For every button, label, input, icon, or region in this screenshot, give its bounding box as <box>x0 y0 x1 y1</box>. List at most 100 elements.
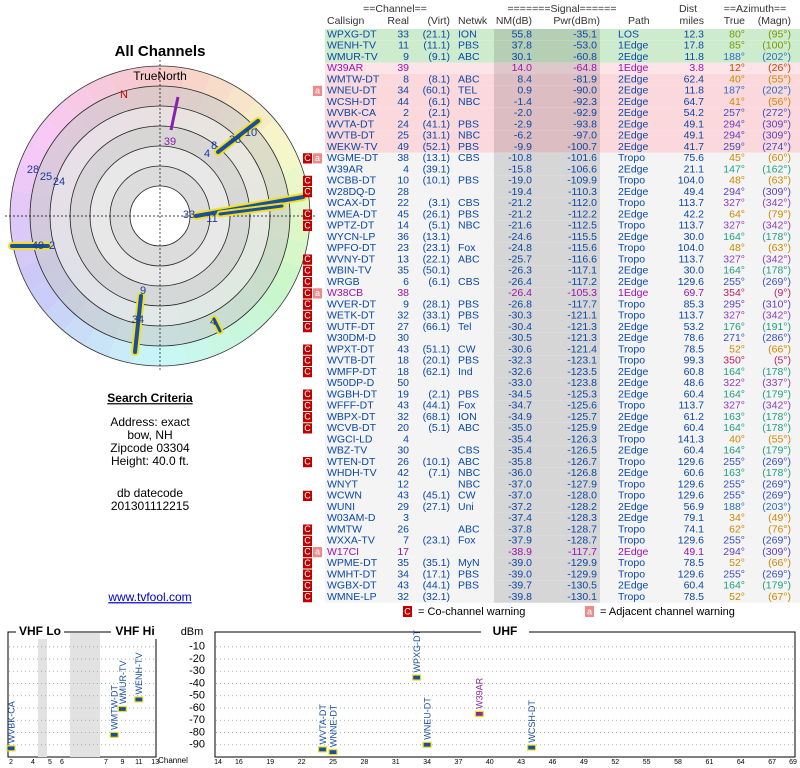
table-cell: -112.2 <box>568 208 597 220</box>
warning-flag: C <box>304 299 311 309</box>
table-cell: CBS <box>458 152 480 164</box>
table-cell: 25 <box>397 130 409 142</box>
signal-column-shade <box>494 175 600 187</box>
row-background <box>325 400 800 412</box>
table-cell: (10.1) <box>423 175 450 187</box>
table-cell: -129.9 <box>567 568 597 580</box>
table-cell: -15.8 <box>508 163 532 175</box>
y-tick-label: -80 <box>189 726 205 738</box>
table-cell: 4 <box>403 163 409 175</box>
y-axis-label: dBm <box>181 626 204 638</box>
y-tick-label: -30 <box>189 665 205 677</box>
table-cell: Tropo <box>618 310 645 322</box>
table-cell: -30.4 <box>508 321 532 333</box>
table-cell: WXXA-TV <box>327 535 375 547</box>
table-cell: WVTA-DT <box>327 118 375 130</box>
table-cell: 255° <box>723 478 745 490</box>
table-cell: W03AM-D <box>327 512 376 524</box>
table-cell: -9.9 <box>514 141 532 153</box>
table-cell: 30.0 <box>684 265 705 277</box>
table-cell: Fox <box>458 242 476 254</box>
table-cell: 34 <box>397 568 409 580</box>
table-cell: (309°) <box>762 546 791 558</box>
table-cell: WPME-DT <box>327 557 378 569</box>
table-cell: 163° <box>723 467 745 479</box>
site-link[interactable]: www.tvfool.com <box>107 590 191 604</box>
table-cell: WMEA-DT <box>327 208 378 220</box>
warning-box <box>303 547 312 558</box>
table-cell: 79.1 <box>684 512 705 524</box>
table-cell: -125.9 <box>567 422 597 434</box>
warning-flag: C <box>304 535 311 545</box>
datecode-label: db datecode <box>117 486 183 500</box>
polar-label: 24 <box>53 176 65 188</box>
table-cell: (31.1) <box>423 130 450 142</box>
table-cell: NBC <box>458 220 481 232</box>
signal-column-shade <box>494 400 600 412</box>
row-background <box>325 299 800 311</box>
table-cell: NBC <box>458 467 481 479</box>
signal-column-shade <box>494 377 600 389</box>
table-cell: 37.8 <box>512 40 533 52</box>
signal-column-shade <box>494 141 600 153</box>
signal-column-shade <box>494 164 600 176</box>
group-header: =======Signal====== <box>508 3 617 15</box>
table-cell: (56°) <box>768 96 791 108</box>
table-cell: 188° <box>723 51 745 63</box>
table-cell: (309°) <box>762 130 791 142</box>
warning-legend: C = Co-channel warning a = Adjacent chan… <box>403 606 735 618</box>
table-cell: ABC <box>458 422 480 434</box>
table-cell: WPXT-DT <box>327 343 375 355</box>
warning-box <box>303 389 312 400</box>
spectrum-chart: VHF Lo VHF Hi UHF dBm Channel -10-20-30-40-50… <box>6 624 797 766</box>
row-background <box>325 355 800 367</box>
table-cell: WMNE-LP <box>327 591 377 603</box>
table-cell: (202°) <box>762 85 791 97</box>
row-background <box>325 119 800 131</box>
table-cell: (66°) <box>768 557 791 569</box>
x-tick-label: 25 <box>329 759 337 766</box>
table-cell: -112.0 <box>568 197 597 209</box>
table-cell: -105.3 <box>567 287 597 299</box>
table-cell: 164° <box>723 580 745 592</box>
table-cell: Tropo <box>618 400 645 412</box>
table-cell: ABC <box>458 523 480 535</box>
warning-flag: C <box>304 310 311 320</box>
table-cell: 44 <box>397 96 409 108</box>
polar-plot <box>5 60 315 372</box>
polar-stations: 39 4 8 38 10 33 11 28 25 24 49 2 9 34 4 <box>8 96 307 356</box>
table-cell: 163° <box>723 411 745 423</box>
x-tick-label: 61 <box>705 759 713 766</box>
warning-flag: C <box>304 175 311 185</box>
table-cell: (191°) <box>762 321 791 333</box>
co-channel-text: = Co-channel warning <box>418 606 525 618</box>
y-tick-label: -60 <box>189 702 205 714</box>
table-cell: (27.1) <box>423 501 450 513</box>
table-cell: 60.4 <box>684 422 705 434</box>
table-cell: (28.1) <box>423 298 450 310</box>
table-cell: 32 <box>397 310 409 322</box>
table-cell: W17CI <box>327 546 359 558</box>
table-cell: (49°) <box>768 512 791 524</box>
table-cell: 30.0 <box>684 231 705 243</box>
table-cell: TEL <box>458 85 477 97</box>
signal-column-shade <box>494 344 600 356</box>
table-cell: (9°) <box>774 287 791 299</box>
table-cell: 147° <box>723 163 745 175</box>
table-cell: -92.3 <box>573 96 597 108</box>
table-cell: -35.8 <box>508 456 532 468</box>
warning-box <box>303 310 312 321</box>
table-cell: CBS <box>458 445 480 457</box>
signal-column-shade <box>494 580 600 592</box>
warning-box <box>303 299 312 310</box>
table-cell: CW <box>458 343 476 355</box>
row-background <box>325 389 800 401</box>
signal-column-shade <box>494 197 600 209</box>
table-cell: 255° <box>723 568 745 580</box>
band-title: VHF Hi <box>115 624 154 638</box>
table-cell: (35.1) <box>423 557 450 569</box>
y-tick-label: -40 <box>189 677 205 689</box>
signal-marker <box>412 674 422 681</box>
x-tick-label: 37 <box>455 759 463 766</box>
table-cell: 164° <box>723 445 745 457</box>
